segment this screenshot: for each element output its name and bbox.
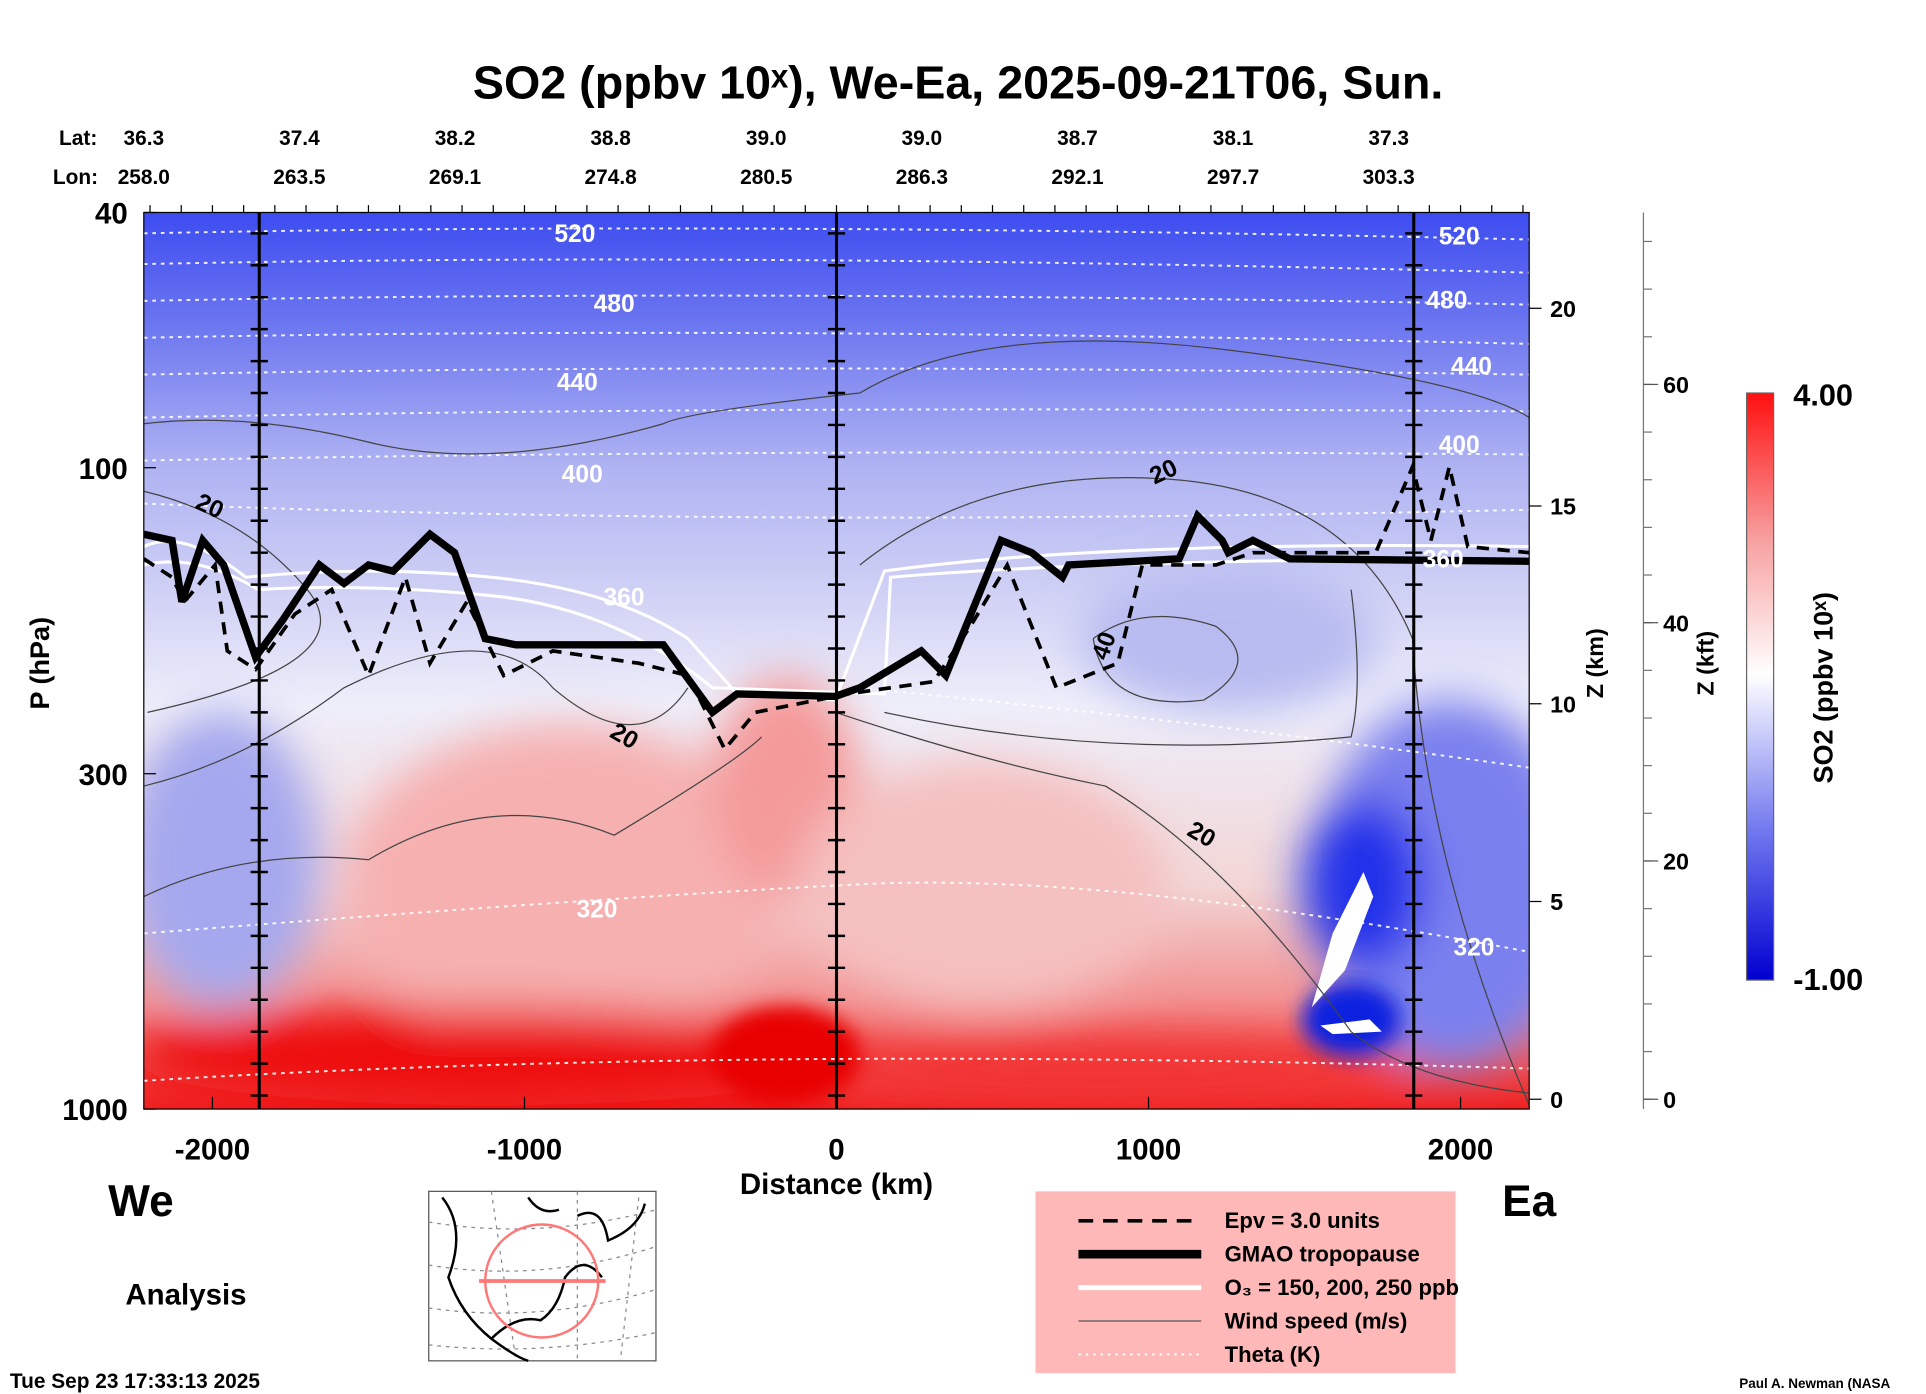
z-kft-tick-label: 20 [1663, 849, 1689, 875]
lat-label: Lat: [59, 127, 97, 150]
x-tick-label: 2000 [1428, 1133, 1494, 1166]
epv-line [143, 460, 1530, 753]
lat-value: 38.1 [1213, 127, 1254, 150]
lon-value: 303.3 [1363, 166, 1415, 189]
lon-value: 286.3 [896, 166, 948, 189]
legend-label: Epv = 3.0 units [1225, 1208, 1380, 1233]
theta-label: 320 [1453, 935, 1494, 962]
z-km-tick-label: 20 [1550, 296, 1576, 322]
y-axis-label: P (hPa) [25, 617, 55, 710]
z-kft-tick-label: 40 [1663, 610, 1689, 636]
y-tick-label: 100 [79, 453, 128, 486]
lon-value: 280.5 [740, 166, 793, 189]
east-label: Ea [1502, 1177, 1556, 1226]
lat-value: 37.4 [279, 127, 320, 150]
lon-label: Lon: [53, 166, 98, 189]
legend-item: GMAO tropopause [1078, 1242, 1420, 1267]
tropopause-line [143, 509, 1530, 718]
lon-value: 269.1 [429, 166, 482, 189]
theta-label: 480 [1426, 287, 1467, 314]
heatmap-field [143, 212, 1530, 1110]
theta-label: 520 [554, 221, 595, 248]
lon-value: 258.0 [118, 166, 170, 189]
lon-value: 274.8 [585, 166, 637, 189]
theta-label: 320 [577, 896, 618, 923]
theta-label: 360 [604, 584, 645, 611]
y-tick-label: 300 [79, 759, 128, 792]
z-km-tick-label: 10 [1550, 691, 1576, 717]
z-kft-tick-label: 0 [1663, 1087, 1676, 1113]
z-km-tick-label: 0 [1550, 1087, 1563, 1113]
theta-label: 520 [1439, 223, 1480, 250]
theta-label: 400 [1439, 432, 1480, 459]
analysis-label: Analysis [125, 1278, 246, 1311]
lat-lon-labels: Lat: Lon: 36.3 258.0 37.4 263.5 38.2 269.1 38.8 2… [53, 127, 1415, 189]
colorbar [1745, 392, 1775, 981]
west-label: We [108, 1177, 174, 1226]
legend-label: O₃ = 150, 200, 250 ppb [1225, 1275, 1459, 1300]
theta-label: 400 [562, 462, 603, 489]
x-tick-label: 1000 [1116, 1133, 1182, 1166]
location-map-inset [428, 1190, 657, 1363]
lat-value: 39.0 [746, 127, 787, 150]
x-tick-label: 0 [828, 1133, 844, 1166]
colorbar-min-label: -1.00 [1793, 962, 1863, 997]
legend: Epv = 3.0 units GMAO tropopause O₃ = 150, … [1035, 1191, 1459, 1374]
colorbar-max-label: 4.00 [1793, 377, 1853, 412]
lat-value: 38.2 [435, 127, 476, 150]
lon-value: 297.7 [1207, 166, 1259, 189]
x-tick-label: -1000 [487, 1133, 562, 1166]
legend-item: Theta (K) [1078, 1342, 1320, 1367]
x-axis-label: Distance (km) [740, 1168, 933, 1201]
z-km-tick-label: 15 [1550, 494, 1576, 520]
legend-label: Wind speed (m/s) [1225, 1308, 1408, 1333]
lon-value: 263.5 [273, 166, 326, 189]
chart-title: SO2 (ppbv 10ˣ), We-Ea, 2025-09-21T06, Su… [473, 56, 1443, 108]
colorbar-label: SO2 (ppbv 10ˣ) [1809, 592, 1839, 784]
legend-label: Theta (K) [1225, 1342, 1321, 1367]
theta-label: 440 [1451, 354, 1492, 381]
legend-item: Wind speed (m/s) [1078, 1308, 1407, 1333]
x-tick-label: -2000 [175, 1133, 250, 1166]
theta-label: 480 [594, 291, 635, 318]
lat-value: 36.3 [123, 127, 164, 150]
legend-label: GMAO tropopause [1225, 1242, 1420, 1267]
timestamp: Tue Sep 23 17:33:13 2025 [10, 1370, 260, 1393]
lat-value: 37.3 [1368, 127, 1409, 150]
credit: Paul A. Newman (NASA [1739, 1376, 1890, 1391]
z-km-label: Z (km) [1582, 628, 1608, 698]
z-kft-label: Z (kft) [1692, 631, 1718, 696]
lat-value: 39.0 [902, 127, 943, 150]
theta-label: 360 [1423, 546, 1464, 573]
legend-item: O₃ = 150, 200, 250 ppb [1078, 1275, 1459, 1300]
y-tick-label: 1000 [62, 1094, 128, 1127]
lat-value: 38.7 [1057, 127, 1098, 150]
theta-label: 440 [557, 370, 598, 397]
lat-value: 38.8 [590, 127, 631, 150]
legend-item: Epv = 3.0 units [1078, 1208, 1380, 1233]
z-km-tick-label: 5 [1550, 889, 1563, 915]
y-tick-label: 40 [95, 198, 128, 231]
lon-value: 292.1 [1051, 166, 1104, 189]
z-kft-tick-label: 60 [1663, 372, 1689, 398]
